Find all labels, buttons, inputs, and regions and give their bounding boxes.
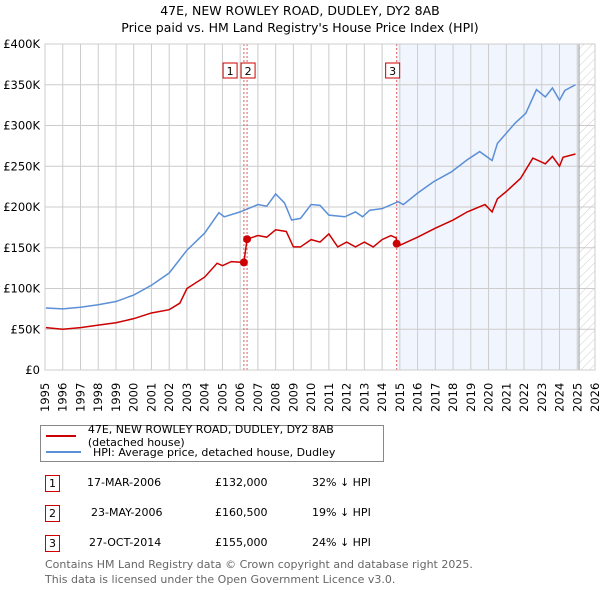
price-chart: 1995 1996 1997 1998 1999 2000 2001 2002 2003 2004…	[3, 37, 600, 412]
footer-copyright: Contains HM Land Registry data © Crown c…	[45, 558, 473, 571]
x-tick-label: 2004	[198, 383, 212, 412]
sale-label-text: 1	[227, 65, 234, 78]
sale-number-badge: 1	[45, 475, 60, 492]
x-tick-label: 2000	[127, 383, 141, 412]
chart-subtitle: Price paid vs. HM Land Registry's House …	[121, 20, 479, 35]
sale-hpi-diff: 32% ↓ HPI	[312, 476, 371, 489]
x-tick-label: 2019	[464, 383, 478, 412]
y-tick-label: £150K	[3, 241, 40, 255]
y-tick-label: £200K	[3, 200, 40, 214]
footer-licence: This data is licensed under the Open Gov…	[45, 573, 396, 586]
legend-item-property: 47E, NEW ROWLEY ROAD, DUDLEY, DY2 8AB (d…	[46, 423, 383, 449]
x-tick-label: 2018	[446, 383, 460, 412]
sale-point-1	[239, 258, 248, 267]
x-tick-label: 1995	[38, 383, 52, 412]
sale-label-rect	[240, 62, 256, 79]
sale-label-rect	[222, 62, 238, 79]
x-tick-label: 1998	[91, 383, 105, 412]
sale-point-2	[243, 235, 252, 244]
sale-price: £160,500	[215, 506, 268, 519]
x-tick-label: 2025	[570, 383, 584, 412]
y-tick-label: £100K	[3, 282, 40, 296]
sale-date: 17-MAR-2006	[87, 476, 162, 489]
x-tick-label: 2002	[162, 383, 176, 412]
x-tick-label: 2023	[535, 383, 549, 412]
x-tick-label: 2009	[286, 383, 300, 412]
sale-hpi-diff: 24% ↓ HPI	[312, 536, 371, 549]
x-tick-label: 2006	[233, 383, 247, 412]
sale-label-text: 2	[245, 65, 252, 78]
sale-price: £132,000	[215, 476, 268, 489]
sale-label-box-1: 1	[222, 62, 238, 79]
legend-label-property: 47E, NEW ROWLEY ROAD, DUDLEY, DY2 8AB (d…	[87, 423, 334, 449]
x-tick-label: 2010	[304, 383, 318, 412]
sale-label-box-2: 2	[240, 62, 256, 79]
y-tick-label: £350K	[3, 78, 40, 92]
x-tick-label: 2021	[499, 383, 513, 412]
x-tick-label: 1999	[109, 383, 123, 412]
sale-price: £155,000	[215, 536, 268, 549]
y-tick-label: £300K	[3, 119, 40, 133]
x-tick-label: 2001	[144, 383, 158, 412]
sale-hpi-diff: 19% ↓ HPI	[312, 506, 371, 519]
chart-legend: 47E, NEW ROWLEY ROAD, DUDLEY, DY2 8AB (d…	[40, 423, 384, 462]
y-tick-label: £0	[25, 363, 40, 377]
x-tick-label: 2014	[375, 383, 389, 412]
x-tick-label: 2020	[482, 383, 496, 412]
legend-swatch-blue	[46, 451, 81, 453]
sale-label-box-3: 3	[385, 62, 401, 79]
sale-date: 27-OCT-2014	[89, 536, 162, 549]
x-tick-label: 2008	[269, 383, 283, 412]
y-tick-label: £50K	[11, 322, 41, 336]
x-tick-label: 2026	[588, 383, 600, 412]
x-tick-label: 2007	[251, 383, 265, 412]
sale-number-badge: 2	[45, 505, 60, 522]
legend-label-hpi: HPI: Average price, detached house, Dudl…	[93, 445, 336, 459]
plot-border	[44, 43, 596, 371]
sale-number-badge: 3	[45, 535, 60, 552]
y-tick-label: £250K	[3, 159, 40, 173]
x-tick-label: 2016	[411, 383, 425, 412]
sale-point-3	[392, 239, 401, 248]
sale-label-text: 3	[389, 65, 396, 78]
legend-item-hpi: HPI: Average price, detached house, Dudl…	[46, 444, 335, 460]
property-price-line	[45, 153, 576, 331]
x-tick-label: 2012	[340, 383, 354, 412]
x-tick-label: 2003	[180, 383, 194, 412]
x-tick-label: 2024	[553, 383, 567, 412]
x-tick-label: 2022	[517, 383, 531, 412]
y-tick-label: £400K	[3, 37, 40, 51]
x-tick-label: 2015	[393, 383, 407, 412]
sale-label-rect	[385, 62, 401, 79]
x-tick-label: 2005	[215, 383, 229, 412]
x-tick-label: 2013	[357, 383, 371, 412]
x-tick-label: 2011	[322, 383, 336, 412]
x-tick-label: 2017	[428, 383, 442, 412]
x-tick-label: 1997	[73, 383, 87, 412]
chart-title: 47E, NEW ROWLEY ROAD, DUDLEY, DY2 8AB	[160, 3, 440, 18]
hpi-line	[45, 84, 576, 310]
legend-swatch-red	[46, 435, 76, 437]
x-tick-label: 1996	[56, 383, 70, 412]
sale-date: 23-MAY-2006	[91, 506, 163, 519]
